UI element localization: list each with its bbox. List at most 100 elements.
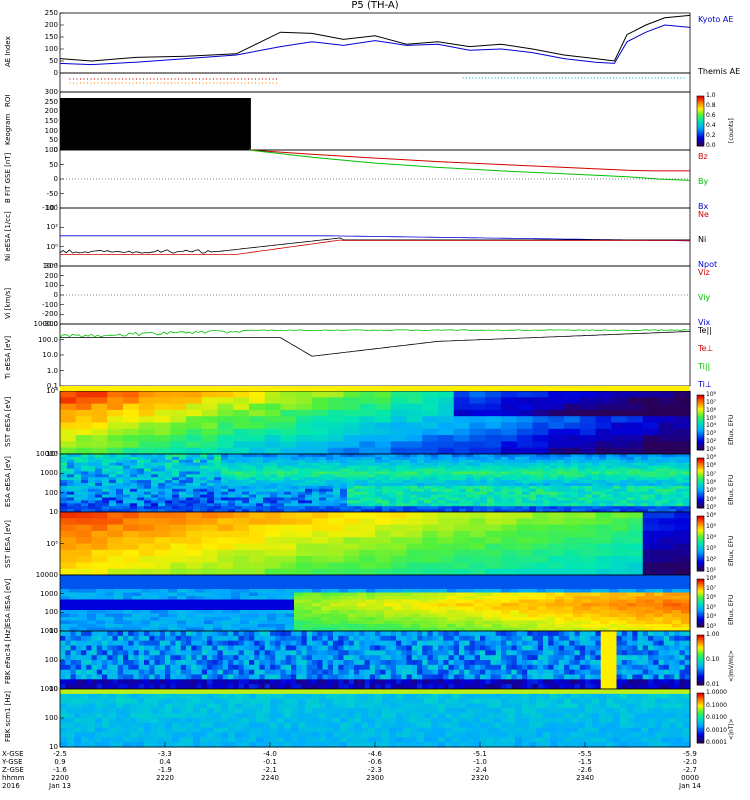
heatmap-cell bbox=[528, 575, 538, 580]
heatmap-cell bbox=[573, 575, 583, 580]
colorbar-frame bbox=[696, 95, 705, 147]
heatmap-cell bbox=[429, 627, 439, 632]
heatmap-cell bbox=[312, 684, 318, 690]
heatmap-cell bbox=[180, 679, 187, 685]
heatmap-cell bbox=[123, 465, 131, 470]
heatmap-cell bbox=[312, 599, 322, 604]
heatmap-cell bbox=[222, 578, 232, 583]
heatmap-cell bbox=[69, 620, 79, 625]
heatmap-cell bbox=[294, 620, 304, 625]
heatmap-cell bbox=[170, 655, 177, 661]
colorbar-segment bbox=[697, 569, 704, 572]
panel-frame-roi bbox=[59, 72, 691, 93]
colorbar-segment bbox=[697, 99, 704, 102]
heatmap-cell bbox=[172, 465, 180, 470]
heatmap-cell bbox=[96, 669, 103, 676]
heatmap-cell bbox=[579, 568, 597, 576]
heatmap-cell bbox=[595, 397, 612, 405]
heatmap-cell bbox=[222, 660, 229, 666]
heatmap-cell bbox=[648, 465, 656, 470]
heatmap-cell bbox=[303, 617, 313, 622]
heatmap-cell bbox=[438, 582, 448, 587]
heatmap-cell bbox=[116, 509, 124, 513]
heatmap-cell bbox=[402, 599, 412, 604]
heatmap-cell bbox=[448, 640, 455, 647]
heatmap-cell bbox=[276, 578, 286, 583]
heatmap-cell bbox=[357, 603, 367, 608]
heatmap-cell bbox=[102, 500, 110, 504]
heatmap-cell bbox=[495, 640, 502, 647]
heatmap-cell bbox=[333, 645, 339, 651]
heatmap-cell bbox=[267, 617, 277, 622]
heatmap-cell bbox=[473, 465, 481, 470]
heatmap-cell bbox=[114, 596, 124, 601]
heatmap-cell bbox=[480, 471, 488, 475]
heatmap-cell bbox=[600, 617, 610, 622]
heatmap-cell bbox=[322, 631, 329, 637]
heatmap-cell bbox=[238, 635, 245, 642]
heatmap-cell bbox=[137, 491, 145, 496]
heatmap-cell bbox=[634, 456, 642, 461]
heatmap-cell bbox=[459, 459, 467, 464]
heatmap-cell bbox=[322, 664, 329, 671]
heatmap-cell bbox=[522, 459, 530, 464]
heatmap-cell bbox=[654, 578, 664, 583]
heatmap-cell bbox=[123, 494, 131, 499]
heatmap-cell bbox=[151, 454, 159, 458]
heatmap-cell bbox=[326, 459, 334, 464]
heatmap-cell bbox=[424, 454, 432, 458]
heatmap-cell bbox=[571, 503, 579, 507]
heatmap-cell bbox=[501, 592, 511, 597]
heatmap-cell bbox=[144, 664, 150, 671]
heatmap-cell bbox=[627, 503, 635, 507]
heatmap-cell bbox=[620, 459, 628, 464]
heatmap-cell bbox=[303, 589, 313, 594]
heatmap-cell bbox=[238, 674, 245, 680]
heatmap-cell bbox=[681, 575, 691, 580]
heatmap-cell bbox=[326, 456, 334, 461]
heatmap-cell bbox=[473, 483, 481, 487]
heatmap-cell bbox=[141, 582, 151, 587]
heatmap-cell bbox=[555, 578, 565, 583]
heatmap-cell bbox=[532, 422, 549, 430]
heatmap-cell bbox=[354, 645, 360, 651]
heatmap-cell bbox=[600, 589, 610, 594]
heatmap-cell bbox=[306, 645, 313, 651]
heatmap-cell bbox=[548, 512, 565, 519]
heatmap-cell bbox=[681, 599, 691, 604]
heatmap-cell bbox=[672, 617, 682, 622]
heatmap-cell bbox=[354, 664, 360, 671]
heatmap-cell bbox=[116, 500, 124, 504]
heatmap-cell bbox=[201, 512, 219, 519]
heatmap-cell bbox=[453, 556, 471, 563]
heatmap-cell bbox=[217, 674, 224, 680]
heatmap-cell bbox=[620, 454, 628, 458]
heatmap-cell bbox=[537, 596, 547, 601]
heatmap-cell bbox=[641, 509, 649, 513]
heatmap-cell bbox=[402, 596, 412, 601]
heatmap-cell bbox=[95, 483, 103, 487]
heatmap-cell bbox=[555, 617, 565, 622]
heatmap-cell bbox=[291, 660, 297, 666]
heatmap-cell bbox=[296, 403, 313, 411]
heatmap-cell bbox=[674, 512, 691, 519]
heatmap-cell bbox=[60, 568, 77, 576]
heatmap-cell bbox=[87, 589, 97, 594]
heatmap-cell bbox=[401, 645, 408, 651]
heatmap-cell bbox=[321, 627, 331, 632]
heatmap-cell bbox=[67, 506, 75, 510]
heatmap-cell bbox=[681, 596, 691, 601]
heatmap-cell bbox=[487, 494, 495, 499]
heatmap-cell bbox=[532, 447, 549, 455]
heatmap-cell bbox=[411, 603, 421, 608]
heatmap-cell bbox=[585, 500, 593, 504]
heatmap-cell bbox=[611, 512, 628, 519]
heatmap-cell bbox=[627, 459, 635, 464]
heatmap-cell bbox=[354, 506, 362, 510]
heatmap-cell bbox=[445, 468, 453, 472]
heatmap-cell bbox=[380, 669, 387, 676]
heatmap-cell bbox=[606, 500, 614, 504]
heatmap-cell bbox=[235, 480, 243, 484]
heatmap-cell bbox=[354, 650, 360, 656]
heatmap-cell bbox=[380, 684, 387, 690]
